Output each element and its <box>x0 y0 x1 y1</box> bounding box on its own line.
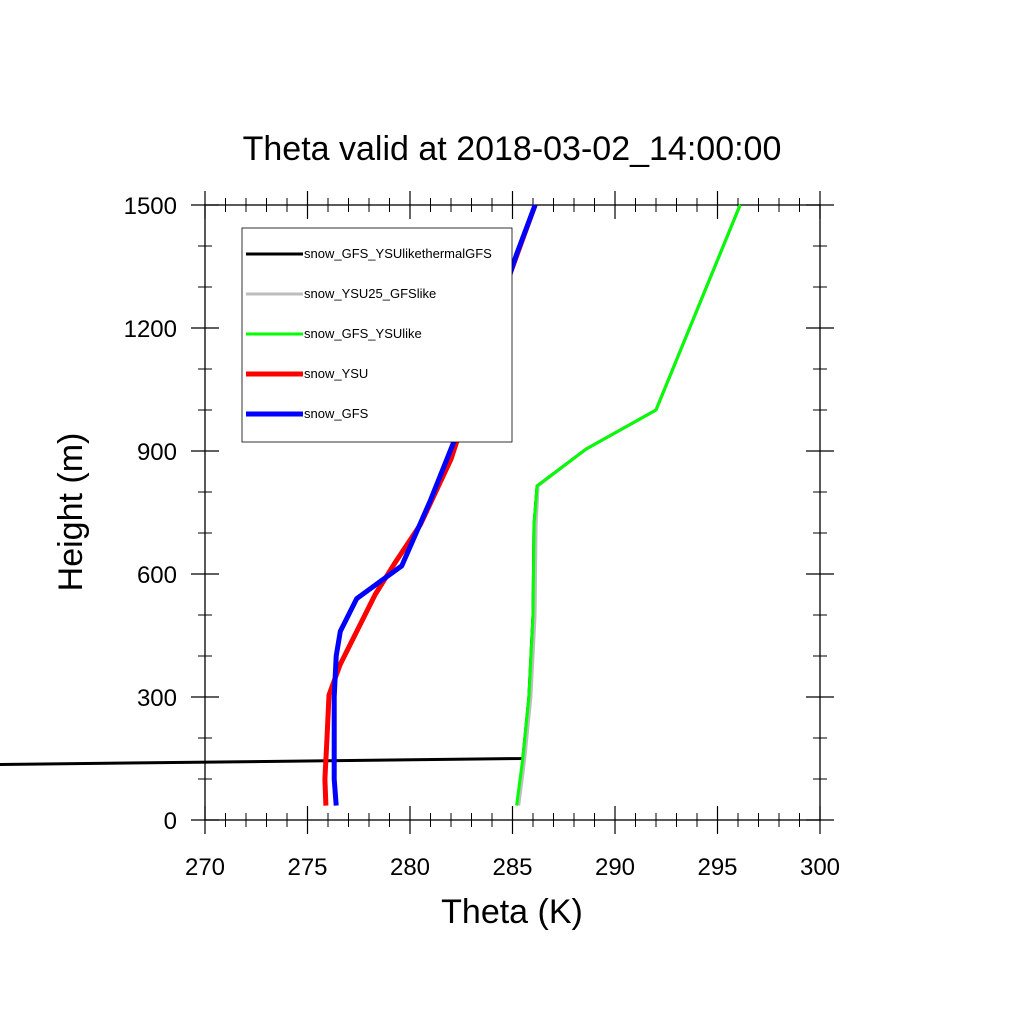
y-tick-label: 1200 <box>124 316 177 343</box>
series-line <box>515 204 742 806</box>
x-tick-label: 290 <box>595 854 635 881</box>
series-line <box>517 204 742 806</box>
legend-entry: snow_GFS <box>304 406 369 421</box>
legend-entry: snow_GFS_YSUlike <box>304 326 422 341</box>
x-tick-label: 280 <box>390 854 430 881</box>
legend-entry: snow_GFS_YSUlikethermalGFS <box>304 246 492 261</box>
plot-frame <box>204 204 821 821</box>
y-axis-label: Height (m) <box>52 433 90 592</box>
y-tick-label: 0 <box>164 808 177 835</box>
legend: snow_GFS_YSUlikethermalGFS snow_YSU25_GFS… <box>241 227 513 443</box>
x-tick-label: 275 <box>287 854 327 881</box>
y-tick-label: 300 <box>137 685 177 712</box>
x-tick-label: 300 <box>800 854 840 881</box>
y-tick-label: 1500 <box>124 193 177 220</box>
legend-entry: snow_YSU25_GFSlike <box>304 286 436 301</box>
x-tick-label: 270 <box>185 854 225 881</box>
y-tick-label: 600 <box>137 562 177 589</box>
axes-layer: 270 275 280 285 290 295 300 0 300 600 900 1200 1500 <box>124 191 840 881</box>
x-tick-label: 285 <box>492 854 532 881</box>
legend-entry: snow_YSU <box>304 366 368 381</box>
x-tick-label: 295 <box>697 854 737 881</box>
y-tick-label: 900 <box>137 439 177 466</box>
x-axis-label: Theta (K) <box>441 893 583 931</box>
chart-title: Theta valid at 2018-03-02_14:00:00 <box>243 130 782 168</box>
